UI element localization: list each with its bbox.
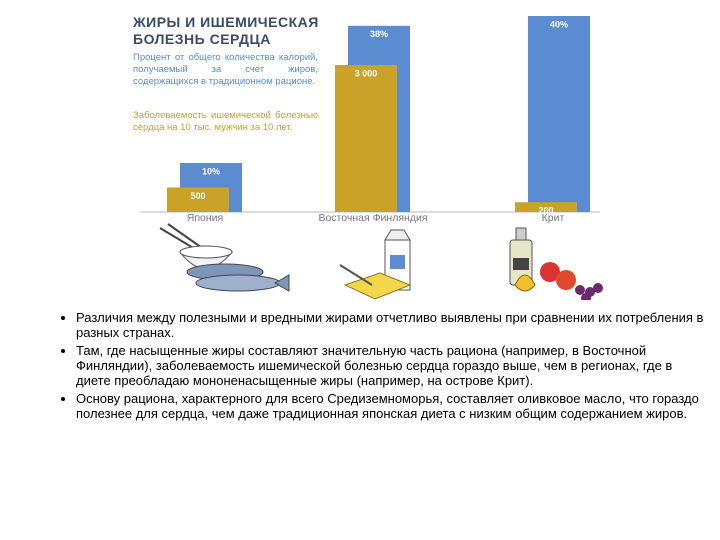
illustration-milk-butter: [339, 229, 412, 300]
chart-title: ЖИРЫ И ИШЕМИЧЕСКАЯ БОЛЕЗНЬ СЕРДЦА: [133, 14, 319, 47]
bullet: Основу рациона, характерного для всего С…: [76, 391, 706, 421]
x-tick-label: Восточная Финляндия: [318, 212, 427, 224]
value-label: 10%: [202, 166, 220, 176]
legend-entry: Процент от общего количества калорий, по…: [133, 52, 318, 87]
legend-entry: Заболеваемость ишемической болезнью серд…: [133, 110, 318, 133]
bullet-list: Различия между полезными и вредными жира…: [56, 310, 706, 424]
bullet: Различия между полезными и вредными жира…: [76, 310, 706, 340]
value-label: 38%: [370, 29, 388, 39]
bar: [167, 187, 229, 212]
x-tick-label: Крит: [542, 212, 565, 224]
value-label: 3 000: [355, 68, 378, 78]
illustration-oil-fruit: [509, 227, 603, 300]
value-label: 200: [538, 206, 553, 216]
chart: 10% 38% 40% 500 3 000 200 Япония Восточная Финл…: [140, 16, 603, 300]
bar: [528, 16, 590, 212]
value-label: 40%: [550, 19, 568, 29]
illustration-bowl-fish: [159, 223, 290, 292]
x-tick-label: Япония: [187, 212, 223, 224]
value-label: 500: [190, 191, 205, 201]
bar: [515, 202, 577, 212]
bullet: Там, где насыщенные жиры составляют знач…: [76, 343, 706, 388]
bar: [335, 65, 397, 212]
